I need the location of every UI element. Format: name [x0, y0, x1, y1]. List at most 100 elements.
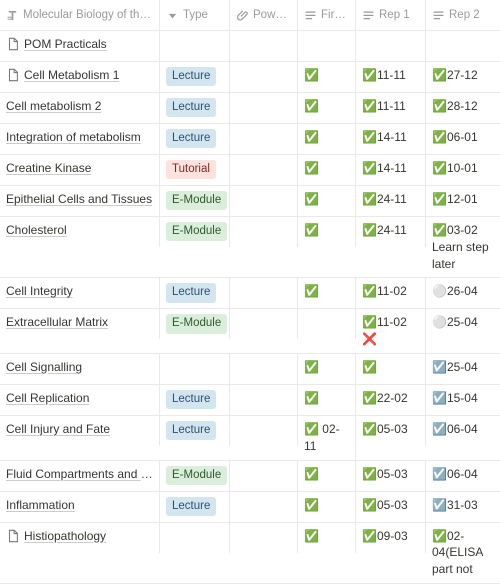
cell-rep1[interactable]: ✅11-02: [356, 278, 426, 308]
cell-rep1[interactable]: ✅14-11: [356, 124, 426, 154]
cell-first-pass[interactable]: ✅: [298, 523, 356, 553]
cell-first-pass[interactable]: ✅: [298, 354, 356, 384]
table-row[interactable]: POM Practicals: [0, 31, 500, 62]
cell-type[interactable]: Lecture: [160, 385, 230, 415]
cell-powerpoint[interactable]: [230, 523, 298, 553]
cell-powerpoint[interactable]: [230, 461, 298, 491]
column-header-rep1[interactable]: Rep 1: [356, 0, 426, 30]
cell-rep1[interactable]: ✅05-03: [356, 416, 426, 446]
cell-title[interactable]: Extracellular Matrix: [0, 309, 160, 339]
row-title[interactable]: Inflammation: [6, 497, 75, 514]
cell-type[interactable]: Lecture: [160, 278, 230, 308]
cell-first-pass[interactable]: ✅ 02-11: [298, 416, 356, 460]
cell-powerpoint[interactable]: [230, 186, 298, 216]
cell-title[interactable]: Fluid Compartments and Solutes: [0, 461, 160, 491]
cell-rep2[interactable]: ✅03-02 Learn step later: [426, 217, 500, 277]
cell-title[interactable]: POM Practicals: [0, 31, 160, 61]
table-row[interactable]: Integration of metabolism Lecture ✅✅14-11✅…: [0, 124, 500, 155]
cell-powerpoint[interactable]: [230, 62, 298, 92]
cell-first-pass[interactable]: ✅: [298, 124, 356, 154]
row-title[interactable]: Cell Injury and Fate: [6, 421, 110, 438]
cell-powerpoint[interactable]: [230, 217, 298, 247]
table-row[interactable]: Cell metabolism 2Lecture✅✅11-11✅28-12: [0, 93, 500, 124]
cell-first-pass[interactable]: ✅: [298, 62, 356, 92]
cell-rep1[interactable]: ✅14-11: [356, 155, 426, 185]
cell-rep1[interactable]: [356, 31, 426, 61]
cell-powerpoint[interactable]: [230, 492, 298, 522]
row-title[interactable]: Histiopathology: [24, 528, 106, 545]
cell-first-pass[interactable]: ✅: [298, 385, 356, 415]
cell-rep1[interactable]: ✅11-11: [356, 62, 426, 92]
row-title[interactable]: Cell Signalling: [6, 359, 82, 376]
cell-rep1[interactable]: ✅: [356, 354, 426, 384]
table-row[interactable]: Cell IntegrityLecture✅✅11-02⚪26-04: [0, 278, 500, 309]
cell-type[interactable]: [160, 523, 230, 553]
cell-title[interactable]: Cholesterol: [0, 217, 160, 247]
row-title[interactable]: Integration of metabolism: [6, 129, 141, 146]
column-header-rep2[interactable]: Rep 2: [426, 0, 500, 30]
cell-title[interactable]: Cell metabolism 2: [0, 93, 160, 123]
row-title[interactable]: Cell Replication: [6, 390, 89, 407]
cell-rep1[interactable]: ✅11-11: [356, 93, 426, 123]
cell-type[interactable]: E-Module: [160, 461, 230, 491]
row-title[interactable]: Cell metabolism 2: [6, 98, 101, 115]
cell-title[interactable]: Epithelial Cells and Tissues: [0, 186, 160, 216]
cell-type[interactable]: Lecture: [160, 492, 230, 522]
cell-rep2[interactable]: ⚪26-04: [426, 278, 500, 308]
cell-rep2[interactable]: ⚪25-04: [426, 309, 500, 339]
cell-rep1[interactable]: ✅11-02 ❌: [356, 309, 426, 353]
cell-rep2[interactable]: ☑️25-04: [426, 354, 500, 384]
table-row[interactable]: Fluid Compartments and SolutesE-Module✅✅…: [0, 461, 500, 492]
cell-powerpoint[interactable]: [230, 385, 298, 415]
cell-rep1[interactable]: ✅22-02: [356, 385, 426, 415]
table-row[interactable]: Cholesterol E-Module ✅✅24-11✅03-02 Learn s…: [0, 217, 500, 278]
cell-type[interactable]: [160, 31, 230, 61]
cell-type[interactable]: E-Module: [160, 217, 230, 247]
cell-rep2[interactable]: ☑️06-04: [426, 461, 500, 491]
table-row[interactable]: Epithelial Cells and TissuesE-Module✅✅24…: [0, 186, 500, 217]
cell-first-pass[interactable]: [298, 309, 356, 339]
cell-title[interactable]: Integration of metabolism: [0, 124, 160, 154]
cell-rep1[interactable]: ✅09-03: [356, 523, 426, 553]
cell-powerpoint[interactable]: [230, 31, 298, 61]
cell-rep1[interactable]: ✅24-11: [356, 217, 426, 247]
cell-title[interactable]: Cell Integrity: [0, 278, 160, 308]
cell-title[interactable]: Histiopathology: [0, 523, 160, 553]
cell-type[interactable]: Lecture: [160, 416, 230, 446]
row-title[interactable]: Epithelial Cells and Tissues: [6, 191, 152, 208]
cell-title[interactable]: Inflammation: [0, 492, 160, 522]
cell-type[interactable]: E-Module: [160, 309, 230, 339]
table-row[interactable]: Histiopathology ✅✅09-03✅02-04(ELISA part …: [0, 523, 500, 584]
column-header-powerpoint[interactable]: Powerpoi...: [230, 0, 298, 30]
cell-type[interactable]: Lecture: [160, 62, 230, 92]
cell-powerpoint[interactable]: [230, 155, 298, 185]
table-row[interactable]: Cell ReplicationLecture✅✅22-02☑️15-04: [0, 385, 500, 416]
cell-title[interactable]: Cell Replication: [0, 385, 160, 415]
row-title[interactable]: POM Practicals: [24, 36, 107, 53]
table-row[interactable]: Creatine KinaseTutorial✅✅14-11✅10-01: [0, 155, 500, 186]
row-title[interactable]: Fluid Compartments and Solutes: [6, 466, 153, 483]
row-title[interactable]: Extracellular Matrix: [6, 314, 108, 331]
cell-rep2[interactable]: [426, 31, 500, 61]
column-header-type[interactable]: Type: [160, 0, 230, 30]
cell-first-pass[interactable]: ✅: [298, 93, 356, 123]
cell-first-pass[interactable]: ✅: [298, 492, 356, 522]
cell-powerpoint[interactable]: [230, 93, 298, 123]
table-row[interactable]: Cell Injury and Fate Lecture ✅ 02-11✅05-03…: [0, 416, 500, 461]
cell-rep2[interactable]: ☑️06-04: [426, 416, 500, 446]
row-title[interactable]: Creatine Kinase: [6, 160, 91, 177]
row-title[interactable]: Cholesterol: [6, 222, 67, 239]
cell-title[interactable]: Cell Signalling: [0, 354, 160, 384]
table-row[interactable]: Extracellular Matrix E-Module ✅11-02 ❌⚪25-…: [0, 309, 500, 354]
table-row[interactable]: InflammationLecture✅✅05-03☑️31-03: [0, 492, 500, 523]
cell-rep2[interactable]: ✅06-01: [426, 124, 500, 154]
cell-powerpoint[interactable]: [230, 416, 298, 446]
cell-rep2[interactable]: ✅12-01: [426, 186, 500, 216]
cell-type[interactable]: Lecture: [160, 124, 230, 154]
cell-type[interactable]: Tutorial: [160, 155, 230, 185]
cell-rep2[interactable]: ✅02-04(ELISA part not: [426, 523, 500, 583]
cell-powerpoint[interactable]: [230, 309, 298, 339]
cell-first-pass[interactable]: ✅: [298, 217, 356, 247]
row-title[interactable]: Cell Integrity: [6, 283, 73, 300]
cell-type[interactable]: E-Module: [160, 186, 230, 216]
